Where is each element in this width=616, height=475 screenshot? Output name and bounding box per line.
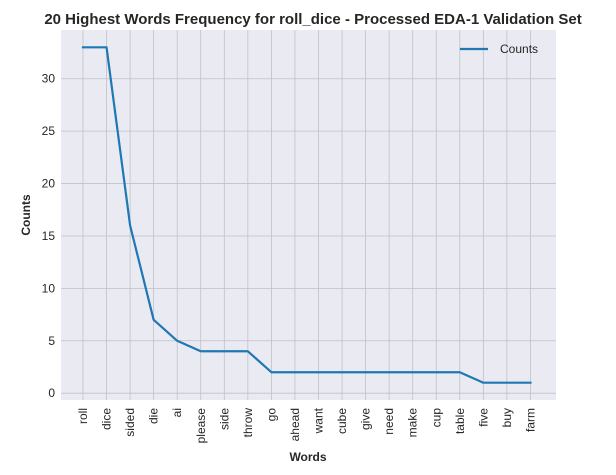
y-tick-label: 5 bbox=[48, 334, 55, 348]
x-tick-label: throw bbox=[241, 408, 255, 438]
gridlines bbox=[61, 30, 556, 400]
x-tick-label: farm bbox=[523, 408, 537, 432]
series-group bbox=[81, 46, 532, 384]
plot-area bbox=[61, 30, 556, 400]
y-tick-label: 20 bbox=[42, 177, 56, 191]
y-tick-label: 10 bbox=[42, 281, 56, 295]
y-tick-label: 30 bbox=[42, 72, 56, 86]
x-tick-label: please bbox=[194, 408, 208, 444]
y-tick-label: 0 bbox=[48, 386, 55, 400]
y-tick-label: 25 bbox=[42, 124, 56, 138]
y-tick-label: 15 bbox=[42, 229, 56, 243]
x-tick-label: five bbox=[476, 408, 490, 427]
x-tick-label: ahead bbox=[288, 408, 302, 441]
x-axis-label: Words bbox=[289, 450, 326, 464]
x-tick-label: ai bbox=[170, 408, 184, 417]
y-axis-ticks: 0 5 10 15 20 25 30 bbox=[42, 72, 56, 400]
x-tick-label: go bbox=[264, 408, 278, 422]
x-tick-label: table bbox=[453, 408, 467, 434]
x-tick-label: cup bbox=[429, 408, 443, 428]
x-tick-label: roll bbox=[76, 408, 90, 424]
x-tick-label: buy bbox=[500, 408, 514, 427]
y-axis-label: Counts bbox=[19, 194, 33, 236]
x-tick-label: dice bbox=[100, 408, 114, 430]
x-tick-label: side bbox=[217, 408, 231, 430]
chart-title: 20 Highest Words Frequency for roll_dice… bbox=[44, 11, 581, 28]
x-axis-ticks: roll dice sided die ai please side throw go ahead… bbox=[76, 407, 537, 443]
x-tick-label: want bbox=[312, 407, 326, 434]
legend: Counts bbox=[460, 42, 538, 56]
series-line-counts bbox=[81, 46, 532, 384]
x-tick-label: die bbox=[147, 408, 161, 424]
x-tick-label: make bbox=[406, 408, 420, 438]
legend-label: Counts bbox=[500, 42, 538, 56]
x-tick-label: give bbox=[359, 408, 373, 430]
x-tick-label: cube bbox=[335, 408, 349, 434]
x-tick-label: need bbox=[382, 408, 396, 435]
x-tick-label: sided bbox=[123, 408, 137, 437]
